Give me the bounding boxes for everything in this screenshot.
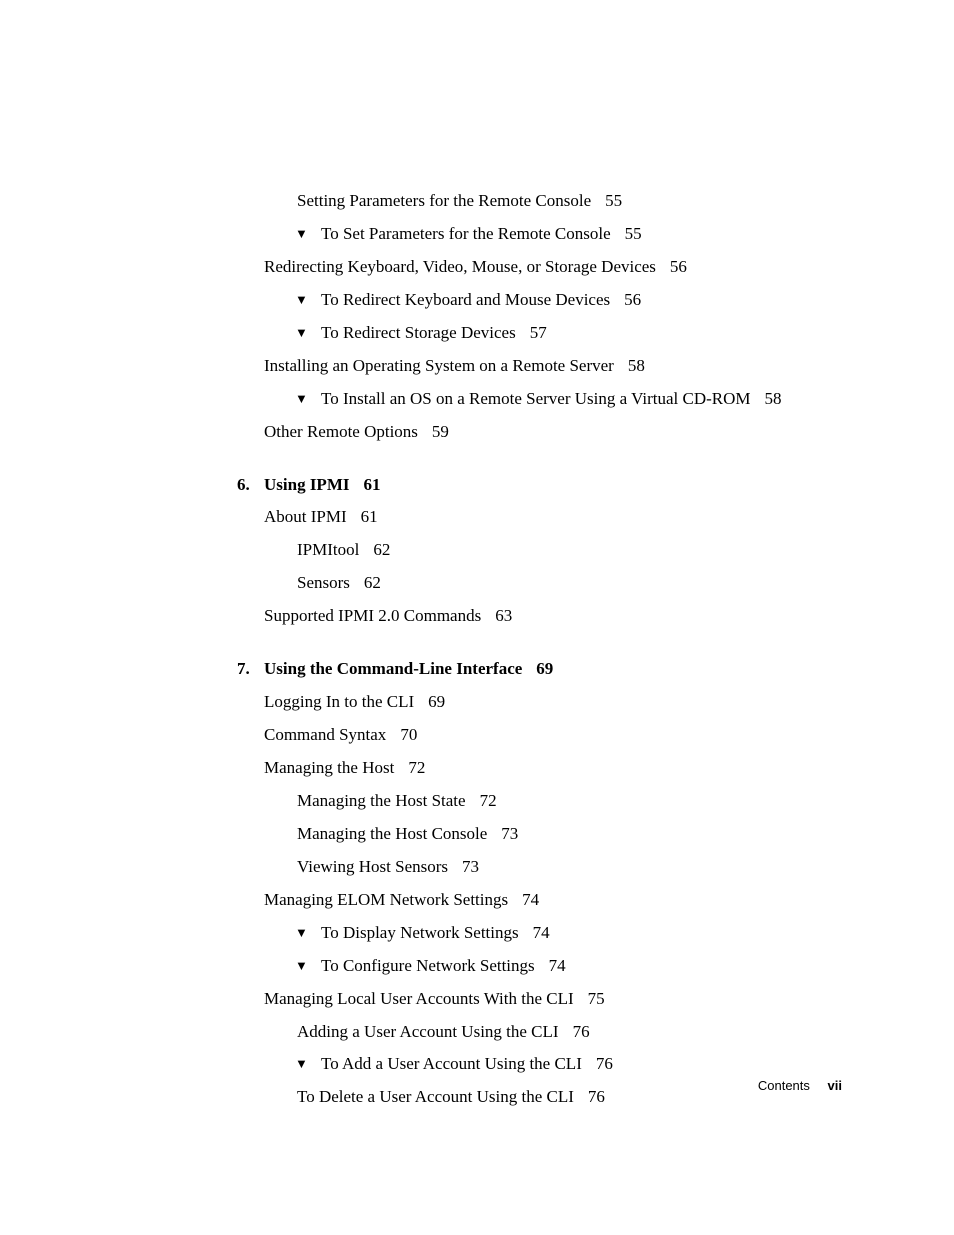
toc-chapter: 6. Using IPMI 61 (237, 474, 857, 497)
toc-entry-title: Managing the Host Console (297, 823, 487, 846)
toc-entry-page: 62 (359, 539, 390, 562)
toc-entry-title: About IPMI (264, 506, 347, 529)
toc-entry-title: To Display Network Settings (321, 922, 519, 945)
toc-entry-title: To Install an OS on a Remote Server Usin… (321, 388, 751, 411)
toc-entry-page: 63 (481, 605, 512, 628)
toc-procedure: ▼ To Configure Network Settings 74 (237, 955, 857, 978)
toc-entry: Installing an Operating System on a Remo… (237, 355, 857, 378)
toc-entry-page: 58 (751, 388, 782, 411)
toc-entry-page: 72 (466, 790, 497, 813)
footer-section-label: Contents (758, 1078, 810, 1093)
toc-entry-page: 55 (591, 190, 622, 213)
toc-entry-page: 70 (386, 724, 417, 747)
triangle-down-icon: ▼ (295, 324, 321, 342)
toc-entry-title: IPMItool (297, 539, 359, 562)
toc-entry-page: 62 (350, 572, 381, 595)
toc-entry-page: 58 (614, 355, 645, 378)
toc-entry-page: 59 (418, 421, 449, 444)
toc-entry-title: Supported IPMI 2.0 Commands (264, 605, 481, 628)
toc-entry-page: 74 (508, 889, 539, 912)
toc-entry: Managing ELOM Network Settings 74 (237, 889, 857, 912)
toc-entry-page: 56 (610, 289, 641, 312)
toc-entry: Managing the Host Console 73 (237, 823, 857, 846)
toc-entry-title: Sensors (297, 572, 350, 595)
toc-procedure: ▼ To Add a User Account Using the CLI 76 (237, 1053, 857, 1076)
triangle-down-icon: ▼ (295, 390, 321, 408)
toc-entry: Adding a User Account Using the CLI 76 (237, 1021, 857, 1044)
toc-entry-title: Viewing Host Sensors (297, 856, 448, 879)
toc-entry: Redirecting Keyboard, Video, Mouse, or S… (237, 256, 857, 279)
toc-entry-title: Managing the Host (264, 757, 394, 780)
toc-entry: Other Remote Options 59 (237, 421, 857, 444)
toc-entry: Command Syntax 70 (237, 724, 857, 747)
toc-content: Setting Parameters for the Remote Consol… (237, 190, 857, 1119)
toc-entry-title: To Redirect Storage Devices (321, 322, 516, 345)
toc-entry-title: To Configure Network Settings (321, 955, 535, 978)
toc-entry-title: To Set Parameters for the Remote Console (321, 223, 611, 246)
toc-entry-page: 74 (519, 922, 550, 945)
toc-procedure: ▼ To Install an OS on a Remote Server Us… (237, 388, 857, 411)
toc-procedure: ▼ To Redirect Keyboard and Mouse Devices… (237, 289, 857, 312)
chapter-page: 61 (349, 474, 380, 497)
triangle-down-icon: ▼ (295, 924, 321, 942)
toc-entry-page: 55 (611, 223, 642, 246)
toc-entry-title: To Redirect Keyboard and Mouse Devices (321, 289, 610, 312)
triangle-down-icon: ▼ (295, 1055, 321, 1073)
toc-entry-page: 69 (414, 691, 445, 714)
toc-entry-title: Adding a User Account Using the CLI (297, 1021, 559, 1044)
footer-page-number: vii (814, 1078, 842, 1093)
toc-entry: Managing the Host 72 (237, 757, 857, 780)
toc-entry: Managing Local User Accounts With the CL… (237, 988, 857, 1011)
toc-entry-page: 76 (582, 1053, 613, 1076)
toc-entry-title: Managing ELOM Network Settings (264, 889, 508, 912)
toc-entry: Logging In to the CLI 69 (237, 691, 857, 714)
toc-entry-title: Managing the Host State (297, 790, 466, 813)
chapter-number: 7. (237, 658, 264, 681)
toc-entry-page: 73 (448, 856, 479, 879)
toc-entry-page: 57 (516, 322, 547, 345)
toc-entry: Supported IPMI 2.0 Commands 63 (237, 605, 857, 628)
toc-procedure: ▼ To Display Network Settings 74 (237, 922, 857, 945)
toc-entry-title: Installing an Operating System on a Remo… (264, 355, 614, 378)
triangle-down-icon: ▼ (295, 957, 321, 975)
toc-entry-title: Other Remote Options (264, 421, 418, 444)
toc-entry-page: 76 (559, 1021, 590, 1044)
toc-entry: About IPMI 61 (237, 506, 857, 529)
page-footer: Contents vii (758, 1078, 842, 1093)
chapter-title: Using the Command-Line Interface (264, 658, 522, 681)
chapter-title: Using IPMI (264, 474, 349, 497)
toc-entry-title: To Delete a User Account Using the CLI (297, 1086, 574, 1109)
toc-entry-title: Redirecting Keyboard, Video, Mouse, or S… (264, 256, 656, 279)
toc-entry-page: 61 (347, 506, 378, 529)
toc-entry: Managing the Host State 72 (237, 790, 857, 813)
toc-chapter: 7. Using the Command-Line Interface 69 (237, 658, 857, 681)
triangle-down-icon: ▼ (295, 225, 321, 243)
chapter-number: 6. (237, 474, 264, 497)
toc-entry-page: 73 (487, 823, 518, 846)
toc-entry-title: Managing Local User Accounts With the CL… (264, 988, 574, 1011)
toc-entry-page: 76 (574, 1086, 605, 1109)
toc-procedure: ▼ To Set Parameters for the Remote Conso… (237, 223, 857, 246)
toc-entry-title: Logging In to the CLI (264, 691, 414, 714)
triangle-down-icon: ▼ (295, 291, 321, 309)
toc-entry: Viewing Host Sensors 73 (237, 856, 857, 879)
toc-entry-title: Setting Parameters for the Remote Consol… (297, 190, 591, 213)
toc-entry-title: To Add a User Account Using the CLI (321, 1053, 582, 1076)
toc-entry: Sensors 62 (237, 572, 857, 595)
toc-entry: Setting Parameters for the Remote Consol… (237, 190, 857, 213)
page: Setting Parameters for the Remote Consol… (0, 0, 954, 1235)
toc-entry-page: 72 (394, 757, 425, 780)
toc-entry-page: 74 (535, 955, 566, 978)
toc-procedure: ▼ To Redirect Storage Devices 57 (237, 322, 857, 345)
toc-entry-page: 56 (656, 256, 687, 279)
toc-entry-page: 75 (574, 988, 605, 1011)
toc-entry: IPMItool 62 (237, 539, 857, 562)
chapter-page: 69 (522, 658, 553, 681)
toc-entry-title: Command Syntax (264, 724, 386, 747)
